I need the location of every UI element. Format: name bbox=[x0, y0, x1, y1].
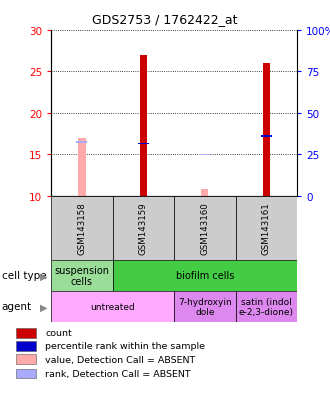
Text: ▶: ▶ bbox=[40, 271, 48, 281]
Bar bbox=[51, 291, 174, 322]
Bar bbox=[113, 260, 297, 291]
Bar bbox=[263, 64, 270, 196]
Text: GSM143159: GSM143159 bbox=[139, 202, 148, 254]
Text: biofilm cells: biofilm cells bbox=[176, 271, 234, 281]
Bar bbox=[16, 328, 36, 338]
Bar bbox=[236, 196, 297, 260]
Bar bbox=[174, 196, 236, 260]
Bar bbox=[51, 260, 113, 291]
Text: GSM143160: GSM143160 bbox=[200, 202, 209, 254]
Bar bbox=[51, 196, 113, 260]
Text: GSM143161: GSM143161 bbox=[262, 202, 271, 254]
Bar bbox=[16, 354, 36, 364]
Bar bbox=[113, 196, 174, 260]
Text: GDS2753 / 1762422_at: GDS2753 / 1762422_at bbox=[92, 13, 238, 26]
Text: suspension
cells: suspension cells bbox=[54, 265, 109, 287]
Text: untreated: untreated bbox=[90, 302, 135, 311]
Bar bbox=[199, 154, 210, 156]
Bar bbox=[138, 143, 149, 145]
Text: percentile rank within the sample: percentile rank within the sample bbox=[45, 342, 205, 351]
Text: 7-hydroxyin
dole: 7-hydroxyin dole bbox=[178, 297, 232, 316]
Text: count: count bbox=[45, 328, 72, 337]
Bar bbox=[16, 369, 36, 378]
Text: agent: agent bbox=[2, 301, 32, 312]
Text: rank, Detection Call = ABSENT: rank, Detection Call = ABSENT bbox=[45, 369, 191, 378]
Text: satin (indol
e-2,3-dione): satin (indol e-2,3-dione) bbox=[239, 297, 294, 316]
Text: ▶: ▶ bbox=[40, 301, 48, 312]
Bar bbox=[16, 341, 36, 351]
Bar bbox=[236, 291, 297, 322]
Bar bbox=[201, 190, 209, 196]
Bar bbox=[76, 142, 87, 143]
Bar bbox=[261, 136, 272, 138]
Bar bbox=[78, 138, 85, 196]
Text: cell type: cell type bbox=[2, 271, 46, 281]
Text: GSM143158: GSM143158 bbox=[77, 202, 86, 254]
Bar bbox=[140, 56, 147, 196]
Text: value, Detection Call = ABSENT: value, Detection Call = ABSENT bbox=[45, 355, 196, 364]
Bar bbox=[174, 291, 236, 322]
